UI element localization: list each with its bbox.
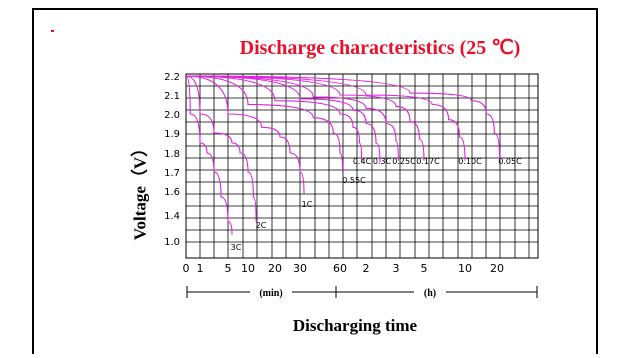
series-lines bbox=[185, 75, 501, 235]
x-axis-label: Discharging time bbox=[292, 316, 418, 335]
series-label-0.10C: 0.10C bbox=[458, 157, 482, 166]
chart-title: Discharge characteristics (25 ℃) bbox=[239, 37, 521, 59]
series-line-1C bbox=[185, 75, 305, 194]
y-tick-label: 2.0 bbox=[164, 110, 180, 121]
x-tick-label: 1 bbox=[197, 262, 204, 275]
x-tick-label: 5 bbox=[225, 262, 232, 275]
series-label-3C: 3C bbox=[231, 243, 242, 252]
series-line-0.05C bbox=[185, 75, 501, 161]
y-tick-label: 2.2 bbox=[164, 72, 180, 83]
x-tick-label: 0 bbox=[183, 262, 190, 275]
y-tick-label: 1.7 bbox=[164, 168, 180, 179]
x-tick-label: 20 bbox=[490, 262, 504, 275]
series-line-3C bbox=[185, 75, 233, 235]
y-tick-label: 1.8 bbox=[164, 149, 180, 160]
unit-label-h: (h) bbox=[424, 288, 436, 299]
series-line-0.10C bbox=[185, 75, 466, 161]
y-tick-label: 1.6 bbox=[164, 187, 180, 198]
x-unit-markers: (min) (h) bbox=[186, 286, 538, 299]
x-tick-label: 10 bbox=[241, 262, 255, 275]
decorative-mark bbox=[51, 30, 54, 32]
series-line-0.4C bbox=[185, 75, 363, 163]
series-line-0.17C bbox=[185, 75, 425, 161]
x-tick-label: 10 bbox=[458, 262, 472, 275]
series-label-0.25C: 0.25C bbox=[392, 157, 416, 166]
y-tick-label: 1.9 bbox=[164, 129, 180, 140]
series-label-0.3C: 0.3C bbox=[373, 157, 392, 166]
y-tick-label: 1.0 bbox=[164, 237, 180, 248]
plot-border bbox=[185, 73, 539, 259]
x-tick-label: 20 bbox=[268, 262, 282, 275]
y-tick-label: 1.4 bbox=[164, 211, 180, 222]
x-tick-label: 3 bbox=[393, 262, 400, 275]
series-label-0.4C: 0.4C bbox=[353, 157, 372, 166]
y-tick-labels: 2.2 2.1 2.0 1.9 1.8 1.7 1.6 1.4 1.0 bbox=[164, 72, 180, 248]
series-label-0.17C: 0.17C bbox=[416, 157, 440, 166]
grid bbox=[185, 73, 539, 259]
unit-label-min: (min) bbox=[259, 288, 282, 299]
x-tick-label: 5 bbox=[421, 262, 428, 275]
series-label-0.55C: 0.55C bbox=[342, 176, 366, 185]
series-line-0.25C bbox=[185, 75, 399, 161]
series-label-2C: 2C bbox=[256, 221, 267, 230]
series-label-1C: 1C bbox=[302, 200, 313, 209]
series-line-2C bbox=[185, 75, 257, 222]
series-line-0.3C bbox=[185, 75, 381, 163]
y-tick-label: 2.1 bbox=[164, 91, 180, 102]
x-tick-label: 60 bbox=[333, 262, 347, 275]
series-line-0.55C bbox=[185, 75, 344, 173]
x-tick-label: 2 bbox=[363, 262, 370, 275]
series-labels: 3C 2C 1C 0.55C 0.4C 0.3C 0.25C 0.17C 0.10C 0.05C bbox=[231, 157, 522, 252]
x-tick-labels: 0 1 5 10 20 30 60 2 3 5 10 20 bbox=[183, 262, 505, 275]
series-label-0.05C: 0.05C bbox=[498, 157, 522, 166]
x-tick-label: 30 bbox=[293, 262, 307, 275]
